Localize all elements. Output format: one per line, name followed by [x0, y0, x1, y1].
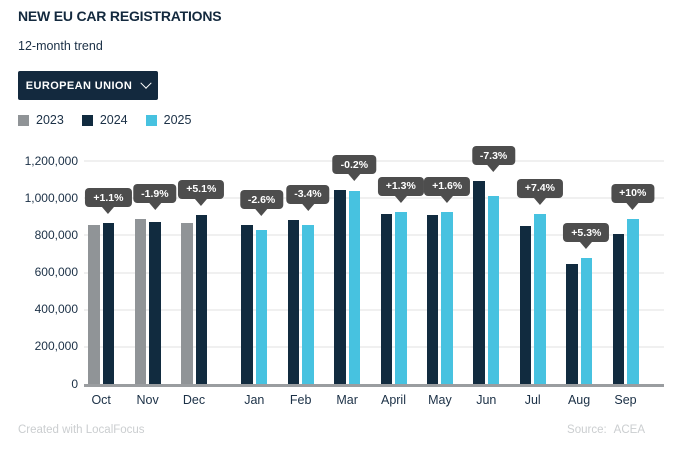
x-axis-label-april: April — [380, 393, 406, 407]
change-tooltip-jan: -2.6% — [239, 190, 284, 210]
footer-credit: Created with LocalFocus — [18, 424, 145, 436]
x-axis-line — [84, 384, 664, 387]
y-axis-label: 600,000 — [34, 265, 78, 279]
bar-2024-oct[interactable] — [102, 223, 115, 384]
y-axis-label: 200,000 — [34, 339, 78, 354]
y-axis-label: 800,000 — [34, 227, 78, 242]
change-tooltip-jul: +7.4% — [516, 178, 563, 198]
legend-item-2025[interactable]: 2025 — [145, 113, 192, 127]
bar-2024-feb[interactable] — [287, 219, 300, 384]
bar-2024-jan[interactable] — [241, 225, 253, 384]
page-title: NEW EU CAR REGISTRATIONS — [18, 8, 222, 24]
x-axis-label-oct: Oct — [91, 393, 111, 407]
gridline — [84, 345, 664, 348]
change-tooltip-nov: -1.9% — [133, 184, 177, 204]
bar-2024-nov[interactable] — [149, 222, 161, 384]
y-axis-label: 400,000 — [34, 302, 78, 317]
bar-2024-sep[interactable] — [612, 233, 624, 384]
change-tooltip-jun: -7.3% — [471, 146, 516, 166]
y-axis-label: 0 — [71, 376, 78, 391]
legend-swatch-2023 — [18, 114, 29, 126]
footer-source-label: Source: — [567, 424, 607, 436]
gridline — [84, 308, 664, 311]
bar-2024-may[interactable] — [426, 214, 439, 384]
change-tooltip-april: +1.3% — [377, 176, 424, 196]
legend-item-2024[interactable]: 2024 — [81, 113, 128, 127]
footer-source: Source: ACEA — [567, 424, 645, 436]
bar-2025-april[interactable] — [395, 211, 407, 384]
x-axis-label-mar: Mar — [336, 393, 358, 407]
legend-swatch-2024 — [81, 114, 93, 126]
y-axis-label: 1,000,000 — [24, 190, 78, 205]
y-axis-label: 1,200,000 — [24, 153, 78, 168]
legend-item-2023[interactable]: 2023 — [18, 113, 64, 127]
bar-2023-oct[interactable] — [88, 224, 100, 384]
change-tooltip-may: +1.6% — [424, 176, 471, 196]
region-dropdown-button[interactable]: EUROPEAN UNION — [18, 71, 158, 100]
bar-2024-jul[interactable] — [519, 225, 532, 384]
bar-2025-jan[interactable] — [255, 229, 268, 384]
bar-2024-aug[interactable] — [566, 264, 578, 384]
legend-label: 2023 — [36, 113, 64, 127]
x-axis-label-jul: Jul — [524, 393, 541, 407]
x-axis-label-dec: Dec — [182, 393, 206, 407]
gridline — [84, 197, 664, 200]
bar-2025-mar[interactable] — [348, 190, 361, 384]
x-axis-label-nov: Nov — [136, 393, 159, 407]
region-dropdown-label: EUROPEAN UNION — [25, 79, 133, 92]
x-axis-label-jan: Jan — [244, 393, 265, 407]
bar-2023-nov[interactable] — [134, 219, 147, 384]
chart-subtitle: 12-month trend — [18, 39, 103, 53]
x-axis-label-jun: Jun — [476, 393, 497, 407]
change-tooltip-feb: -3.4% — [286, 184, 330, 204]
bar-2025-feb[interactable] — [302, 225, 314, 384]
bar-2025-sep[interactable] — [627, 218, 639, 384]
bar-2025-jul[interactable] — [534, 213, 546, 384]
chart-legend: 2023 2024 2025 — [18, 113, 191, 127]
bar-2024-mar[interactable] — [334, 190, 346, 384]
legend-label: 2024 — [99, 113, 128, 127]
change-tooltip-dec: +5.1% — [178, 179, 225, 199]
x-axis-label-may: May — [428, 393, 452, 407]
change-tooltip-sep: +10% — [611, 183, 655, 203]
x-axis-label-aug: Aug — [567, 393, 591, 407]
bar-2023-dec[interactable] — [181, 222, 193, 384]
bar-2025-jun[interactable] — [487, 196, 500, 384]
legend-label: 2025 — [163, 113, 192, 127]
x-axis-label-sep: Sep — [614, 393, 637, 407]
bar-2024-dec[interactable] — [195, 214, 207, 384]
bar-2025-may[interactable] — [441, 211, 453, 384]
x-axis-label-feb: Feb — [289, 393, 312, 407]
bar-2024-jun[interactable] — [473, 181, 485, 384]
change-tooltip-aug: +5.3% — [563, 223, 610, 242]
footer-source-value: ACEA — [613, 424, 645, 436]
bar-2024-april[interactable] — [380, 214, 392, 384]
bar-2025-aug[interactable] — [580, 258, 593, 384]
legend-swatch-2025 — [145, 114, 157, 126]
gridline — [84, 234, 664, 237]
gridline — [84, 271, 664, 274]
change-tooltip-mar: -0.2% — [332, 155, 377, 175]
change-tooltip-oct: +1.1% — [85, 188, 132, 208]
